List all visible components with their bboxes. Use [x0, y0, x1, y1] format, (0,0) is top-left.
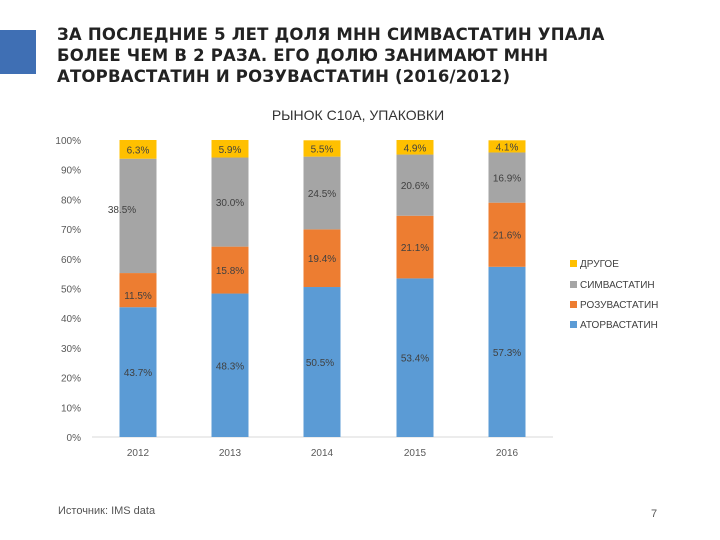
bar-segment-симвастатин — [303, 156, 341, 230]
y-tick-label: 30% — [61, 344, 81, 355]
slide-title-line: ЗА ПОСЛЕДНИЕ 5 ЛЕТ ДОЛЯ МНН СИМВАСТАТИН … — [57, 25, 605, 44]
y-tick-label: 100% — [55, 136, 81, 147]
data-label: 21.1% — [401, 243, 429, 254]
slide-title-line: БОЛЕЕ ЧЕМ В 2 РАЗА. ЕГО ДОЛЮ ЗАНИМАЮТ МН… — [57, 46, 549, 65]
data-label: 38.5% — [108, 205, 136, 216]
bar-segment-симвастатин — [396, 154, 434, 216]
chart-title: РЫНОК С10А, УПАКОВКИ — [272, 107, 444, 123]
data-label: 6.3% — [127, 145, 150, 156]
data-label: 5.9% — [219, 145, 242, 156]
bar-segment-розувастатин — [488, 202, 526, 267]
data-label: 43.7% — [124, 368, 152, 379]
y-tick-label: 60% — [61, 255, 81, 266]
y-tick-label: 20% — [61, 374, 81, 385]
data-label: 11.5% — [124, 291, 152, 302]
bar-segment-розувастатин — [211, 246, 249, 294]
bar-segment-розувастатин — [303, 229, 341, 288]
legend-label: РОЗУВАСТАТИН — [580, 300, 658, 311]
data-label: 5.5% — [311, 144, 334, 155]
x-tick-label: 2014 — [311, 448, 334, 459]
slide-title: ЗА ПОСЛЕДНИЕ 5 ЛЕТ ДОЛЯ МНН СИМВАСТАТИН … — [57, 24, 697, 87]
slide-title-line: АТОРВАСТАТИН И РОЗУВАСТАТИН (2016/2012) — [57, 67, 511, 86]
bar-segment-розувастатин — [396, 215, 434, 279]
bar-segment-другое — [119, 140, 157, 159]
bar-segment-розувастатин — [119, 273, 157, 308]
bar-segment-другое — [211, 140, 249, 158]
data-label: 57.3% — [493, 348, 521, 359]
bar-segment-аторвастатин — [211, 293, 249, 437]
y-tick-label: 70% — [61, 225, 81, 236]
bar-segment-аторвастатин — [488, 266, 526, 437]
y-tick-label: 50% — [61, 285, 81, 296]
y-tick-label: 40% — [61, 314, 81, 325]
y-tick-label: 10% — [61, 403, 81, 414]
legend-swatch — [570, 281, 577, 288]
bar-segment-другое — [396, 140, 434, 155]
x-tick-label: 2012 — [127, 448, 150, 459]
data-label: 30.0% — [216, 198, 244, 209]
legend-label: ДРУГОЕ — [580, 259, 619, 270]
data-label: 48.3% — [216, 361, 244, 372]
bar-segment-симвастатин — [119, 158, 157, 274]
data-label: 16.9% — [493, 174, 521, 185]
bar-segment-симвастатин — [211, 157, 249, 247]
bar-segment-другое — [303, 140, 341, 157]
y-tick-label: 80% — [61, 195, 81, 206]
page-number: 7 — [651, 508, 658, 520]
data-label: 53.4% — [401, 354, 429, 365]
accent-bar — [0, 30, 36, 74]
y-tick-label: 0% — [67, 433, 82, 444]
bar-segment-аторвастатин — [303, 287, 341, 437]
legend-label: АТОРВАСТАТИН — [580, 320, 658, 331]
x-tick-label: 2013 — [219, 448, 242, 459]
legend-label: СИМВАСТАТИН — [580, 280, 655, 291]
data-label: 24.5% — [308, 189, 336, 200]
source-note: Источник: IMS data — [58, 505, 156, 517]
data-label: 21.6% — [493, 231, 521, 242]
data-label: 4.9% — [404, 143, 427, 154]
y-tick-label: 90% — [61, 166, 81, 177]
data-label: 50.5% — [306, 358, 334, 369]
data-label: 15.8% — [216, 266, 244, 277]
bar-segment-симвастатин — [488, 152, 526, 203]
data-label: 19.4% — [308, 254, 336, 265]
legend-swatch — [570, 260, 577, 267]
bar-segment-аторвастатин — [119, 307, 157, 437]
data-label: 20.6% — [401, 181, 429, 192]
x-tick-label: 2015 — [404, 448, 427, 459]
data-label: 4.1% — [496, 142, 519, 153]
bar-segment-другое — [488, 140, 526, 153]
bar-segment-аторвастатин — [396, 278, 434, 437]
legend-swatch — [570, 301, 577, 308]
legend-swatch — [570, 321, 577, 328]
x-tick-label: 2016 — [496, 448, 519, 459]
